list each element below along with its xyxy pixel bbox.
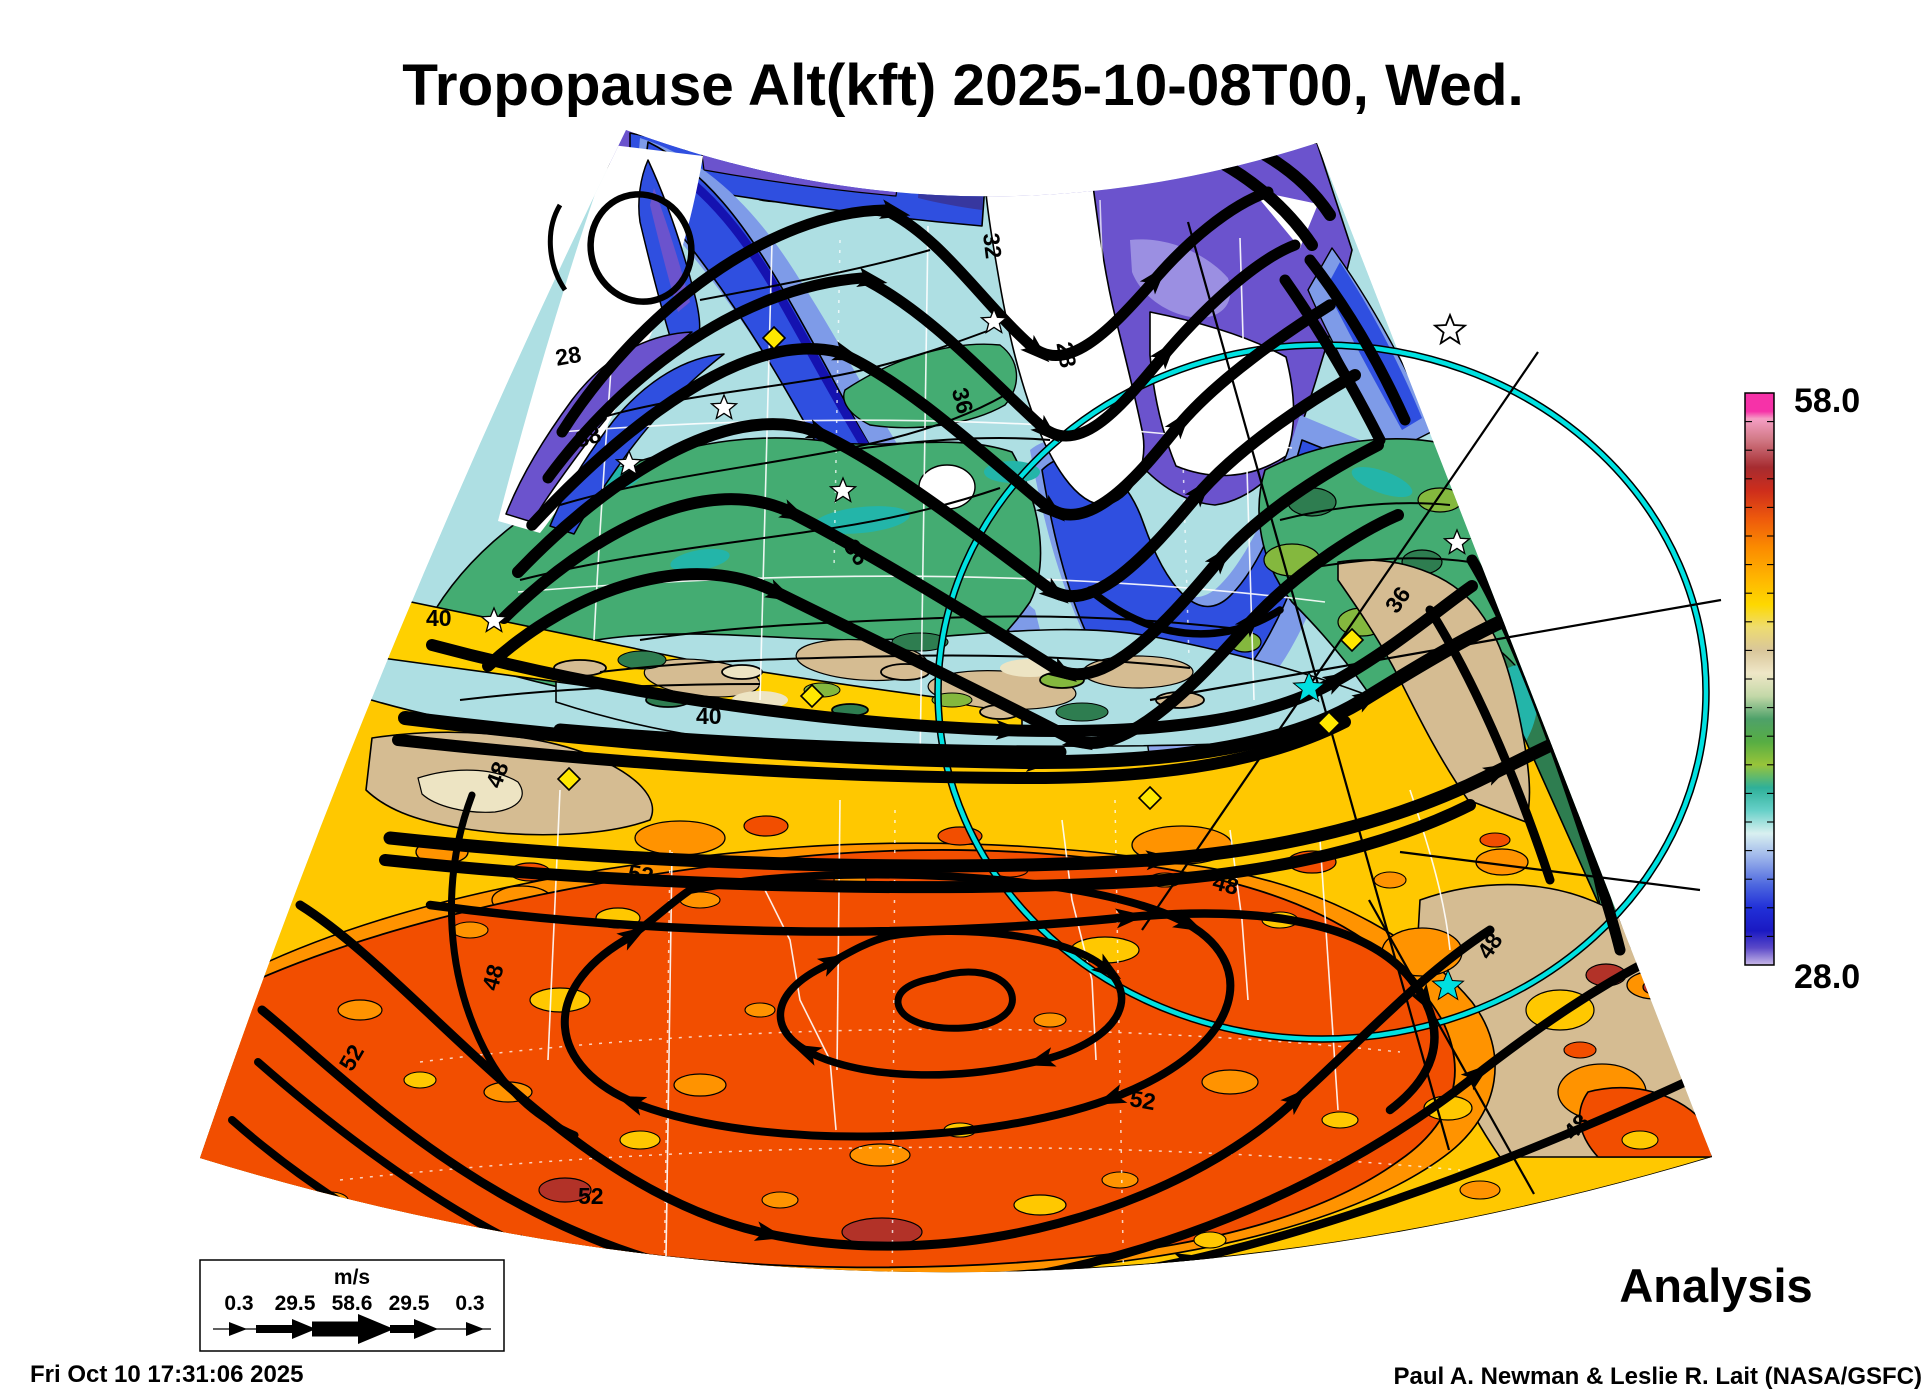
- svg-text:28: 28: [553, 341, 583, 371]
- svg-text:Paul A. Newman & Leslie R. Lai: Paul A. Newman & Leslie R. Lait (NASA/GS…: [1393, 1363, 1922, 1390]
- svg-text:58.0: 58.0: [1794, 382, 1860, 420]
- svg-text:29.5: 29.5: [275, 1292, 316, 1315]
- svg-text:52: 52: [626, 859, 656, 889]
- svg-text:28: 28: [1051, 340, 1081, 370]
- svg-text:0.3: 0.3: [224, 1292, 253, 1315]
- svg-text:40: 40: [426, 605, 452, 631]
- svg-text:Tropopause Alt(kft) 2025-10-08: Tropopause Alt(kft) 2025-10-08T00, Wed.: [402, 53, 1524, 118]
- svg-text:32: 32: [978, 231, 1007, 260]
- svg-text:Fri Oct 10 17:31:06 2025: Fri Oct 10 17:31:06 2025: [30, 1361, 304, 1388]
- svg-text:40: 40: [696, 703, 722, 729]
- svg-text:52: 52: [1128, 1085, 1158, 1115]
- svg-text:m/s: m/s: [334, 1266, 370, 1289]
- svg-text:58.6: 58.6: [332, 1292, 373, 1315]
- svg-text:28.0: 28.0: [1794, 958, 1860, 996]
- svg-text:Analysis: Analysis: [1619, 1259, 1812, 1312]
- svg-text:0.3: 0.3: [455, 1292, 484, 1315]
- svg-text:29.5: 29.5: [389, 1292, 430, 1315]
- svg-text:52: 52: [578, 1183, 604, 1209]
